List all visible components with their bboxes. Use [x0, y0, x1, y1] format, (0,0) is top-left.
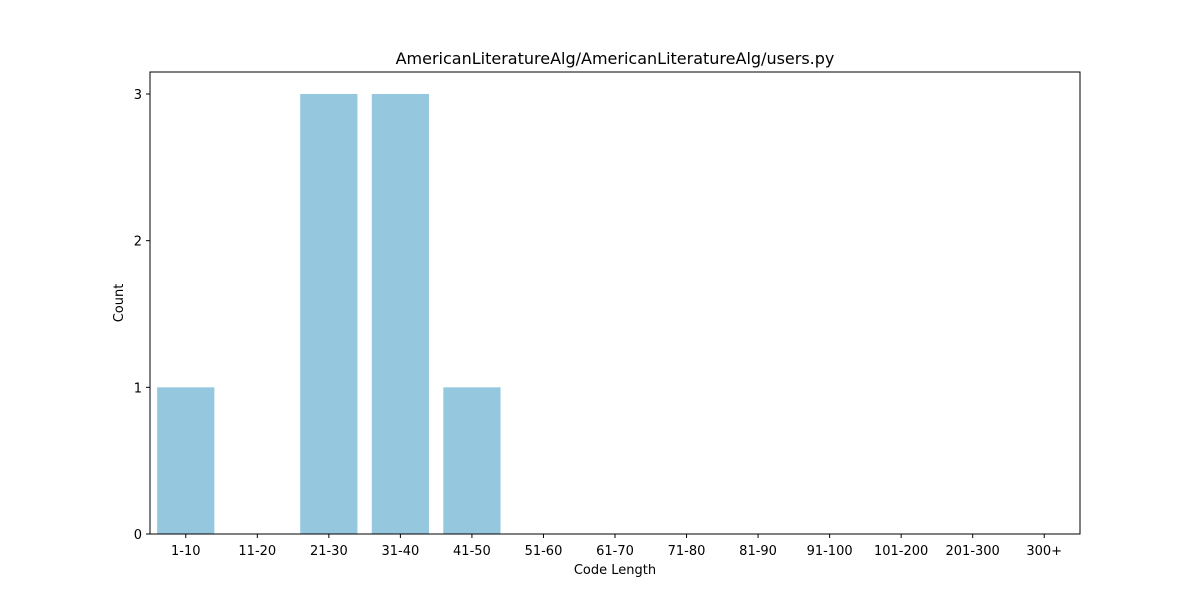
x-tick-label: 11-20 — [238, 544, 276, 559]
x-tick-label: 201-300 — [946, 544, 1000, 559]
x-tick-label: 21-30 — [310, 544, 348, 559]
bar-21-30 — [300, 94, 357, 534]
y-axis: 0 1 2 3 — [134, 88, 150, 543]
plot-frame — [150, 72, 1080, 534]
bar-41-50 — [443, 387, 500, 534]
x-axis-label: Code Length — [574, 563, 656, 578]
y-tick-label: 3 — [134, 88, 142, 103]
x-tick-label: 81-90 — [739, 544, 777, 559]
y-tick-label: 0 — [134, 528, 142, 543]
x-tick-label: 101-200 — [874, 544, 928, 559]
y-tick-label: 2 — [134, 235, 142, 250]
x-tick-label: 91-100 — [807, 544, 853, 559]
y-axis-label: Count — [112, 284, 127, 323]
x-tick-label: 31-40 — [381, 544, 419, 559]
chart-title: AmericanLiteratureAlg/AmericanLiterature… — [396, 49, 835, 68]
bars-group — [157, 94, 500, 534]
y-tick-label: 1 — [134, 381, 142, 396]
bar-1-10 — [157, 387, 214, 534]
x-tick-label: 61-70 — [596, 544, 634, 559]
x-tick-label: 300+ — [1026, 544, 1062, 559]
x-tick-label: 1-10 — [171, 544, 201, 559]
x-axis: 1-10 11-20 21-30 31-40 41-50 51-60 61-70 71-80 8… — [171, 534, 1062, 559]
bar-31-40 — [372, 94, 429, 534]
x-tick-label: 51-60 — [525, 544, 563, 559]
x-tick-label: 41-50 — [453, 544, 491, 559]
x-tick-label: 71-80 — [668, 544, 706, 559]
